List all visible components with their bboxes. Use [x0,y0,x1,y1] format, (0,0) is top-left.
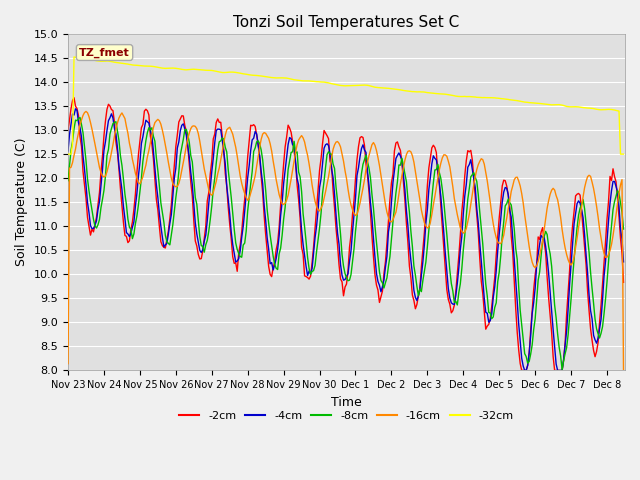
Y-axis label: Soil Temperature (C): Soil Temperature (C) [15,138,28,266]
Text: TZ_fmet: TZ_fmet [79,48,130,58]
Legend: -2cm, -4cm, -8cm, -16cm, -32cm: -2cm, -4cm, -8cm, -16cm, -32cm [175,407,518,425]
X-axis label: Time: Time [331,396,362,408]
Title: Tonzi Soil Temperatures Set C: Tonzi Soil Temperatures Set C [234,15,460,30]
